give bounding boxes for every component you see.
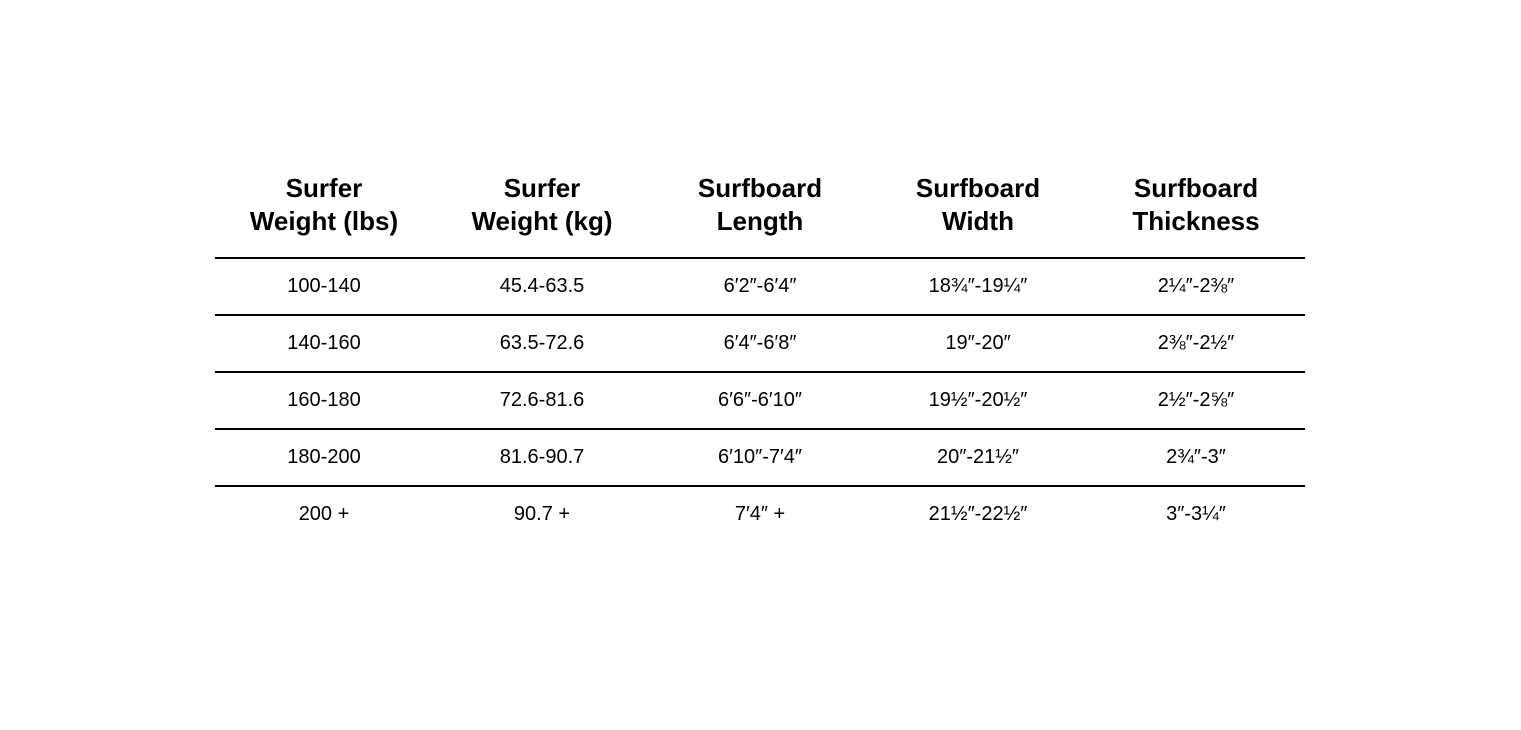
cell-width: 19½″-20½″ [869, 372, 1087, 429]
cell-weight-kg: 81.6-90.7 [433, 429, 651, 486]
cell-length: 6′10″-7′4″ [651, 429, 869, 486]
col-header-line2: Width [942, 206, 1014, 236]
cell-width: 20″-21½″ [869, 429, 1087, 486]
col-header-line1: Surfboard [916, 173, 1040, 203]
cell-length: 7′4″ + [651, 486, 869, 542]
cell-length: 6′6″-6′10″ [651, 372, 869, 429]
col-header-surfer-weight-kg: Surfer Weight (kg) [433, 160, 651, 258]
col-header-surfboard-width: Surfboard Width [869, 160, 1087, 258]
table-row: 160-180 72.6-81.6 6′6″-6′10″ 19½″-20½″ 2… [215, 372, 1305, 429]
cell-weight-kg: 45.4-63.5 [433, 258, 651, 315]
col-header-line1: Surfer [286, 173, 363, 203]
table-row: 180-200 81.6-90.7 6′10″-7′4″ 20″-21½″ 2¾… [215, 429, 1305, 486]
cell-width: 21½″-22½″ [869, 486, 1087, 542]
cell-weight-lbs: 200 + [215, 486, 433, 542]
table-header-row: Surfer Weight (lbs) Surfer Weight (kg) S… [215, 160, 1305, 258]
col-header-line1: Surfboard [698, 173, 822, 203]
cell-thickness: 3″-3¼″ [1087, 486, 1305, 542]
cell-weight-lbs: 160-180 [215, 372, 433, 429]
surfboard-size-table: Surfer Weight (lbs) Surfer Weight (kg) S… [215, 160, 1305, 542]
cell-width: 18¾″-19¼″ [869, 258, 1087, 315]
col-header-surfboard-length: Surfboard Length [651, 160, 869, 258]
table-row: 200 + 90.7 + 7′4″ + 21½″-22½″ 3″-3¼″ [215, 486, 1305, 542]
col-header-line1: Surfboard [1134, 173, 1258, 203]
cell-thickness: 2⅜″-2½″ [1087, 315, 1305, 372]
col-header-line1: Surfer [504, 173, 581, 203]
cell-thickness: 2¼″-2⅜″ [1087, 258, 1305, 315]
col-header-surfboard-thickness: Surfboard Thickness [1087, 160, 1305, 258]
cell-thickness: 2¾″-3″ [1087, 429, 1305, 486]
cell-width: 19″-20″ [869, 315, 1087, 372]
col-header-line2: Thickness [1132, 206, 1259, 236]
cell-weight-lbs: 180-200 [215, 429, 433, 486]
cell-weight-lbs: 140-160 [215, 315, 433, 372]
col-header-line2: Length [717, 206, 804, 236]
cell-weight-kg: 63.5-72.6 [433, 315, 651, 372]
cell-thickness: 2½″-2⅝″ [1087, 372, 1305, 429]
cell-length: 6′4″-6′8″ [651, 315, 869, 372]
cell-length: 6′2″-6′4″ [651, 258, 869, 315]
cell-weight-kg: 90.7 + [433, 486, 651, 542]
table-row: 140-160 63.5-72.6 6′4″-6′8″ 19″-20″ 2⅜″-… [215, 315, 1305, 372]
col-header-surfer-weight-lbs: Surfer Weight (lbs) [215, 160, 433, 258]
cell-weight-kg: 72.6-81.6 [433, 372, 651, 429]
table-row: 100-140 45.4-63.5 6′2″-6′4″ 18¾″-19¼″ 2¼… [215, 258, 1305, 315]
surfboard-size-table-container: Surfer Weight (lbs) Surfer Weight (kg) S… [215, 160, 1305, 542]
col-header-line2: Weight (kg) [471, 206, 612, 236]
col-header-line2: Weight (lbs) [250, 206, 398, 236]
cell-weight-lbs: 100-140 [215, 258, 433, 315]
